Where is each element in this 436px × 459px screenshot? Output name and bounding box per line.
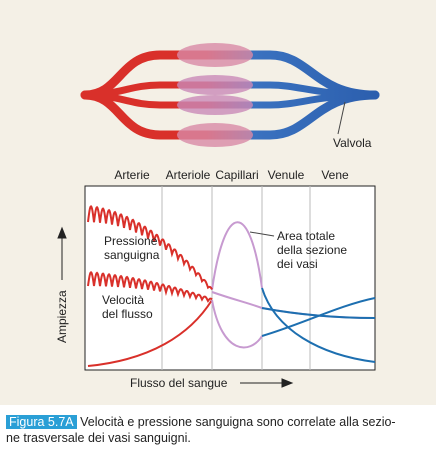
dividers xyxy=(161,186,311,370)
x-axis-label: Flusso del sangue xyxy=(130,376,228,390)
column-label: Arteriole xyxy=(166,168,211,182)
curves xyxy=(87,205,376,367)
x-arrow xyxy=(240,378,294,388)
caption-label: Figura 5.7A xyxy=(6,415,77,429)
column-label: Vene xyxy=(321,168,349,182)
wave-curve xyxy=(87,270,213,303)
column-label: Arterie xyxy=(114,168,150,182)
caption: Figura 5.7A Velocità e pressione sanguig… xyxy=(6,414,430,446)
velocity-label: Velocità xyxy=(102,293,144,307)
valve-label: Valvola xyxy=(333,136,372,150)
pressure-label: Pressione xyxy=(104,234,158,248)
capillary-beds xyxy=(177,43,253,147)
y-arrow xyxy=(57,226,67,280)
caption-line: Velocità e pressione sanguigna sono corr… xyxy=(80,415,396,429)
pressure-label: sanguigna xyxy=(104,248,160,262)
figure: Valvola Arterie Arteriole Capillari Venu… xyxy=(0,0,436,405)
curve-labels: Pressione sanguigna Velocità del flusso … xyxy=(102,229,347,321)
column-labels: Arterie Arteriole Capillari Venule Vene xyxy=(114,168,349,182)
caption-line: ne trasversale dei vasi sanguigni. xyxy=(6,431,191,445)
area-label: Area totale xyxy=(277,229,335,243)
column-label: Venule xyxy=(268,168,305,182)
area-label: della sezione xyxy=(277,243,347,257)
wave-curve xyxy=(87,205,213,290)
y-axis-label: Ampiezza xyxy=(55,290,69,343)
area-label: dei vasi xyxy=(277,257,318,271)
vessels xyxy=(79,50,381,140)
valve-leader xyxy=(337,101,346,135)
column-label: Capillari xyxy=(215,168,258,182)
velocity-label: del flusso xyxy=(102,307,153,321)
